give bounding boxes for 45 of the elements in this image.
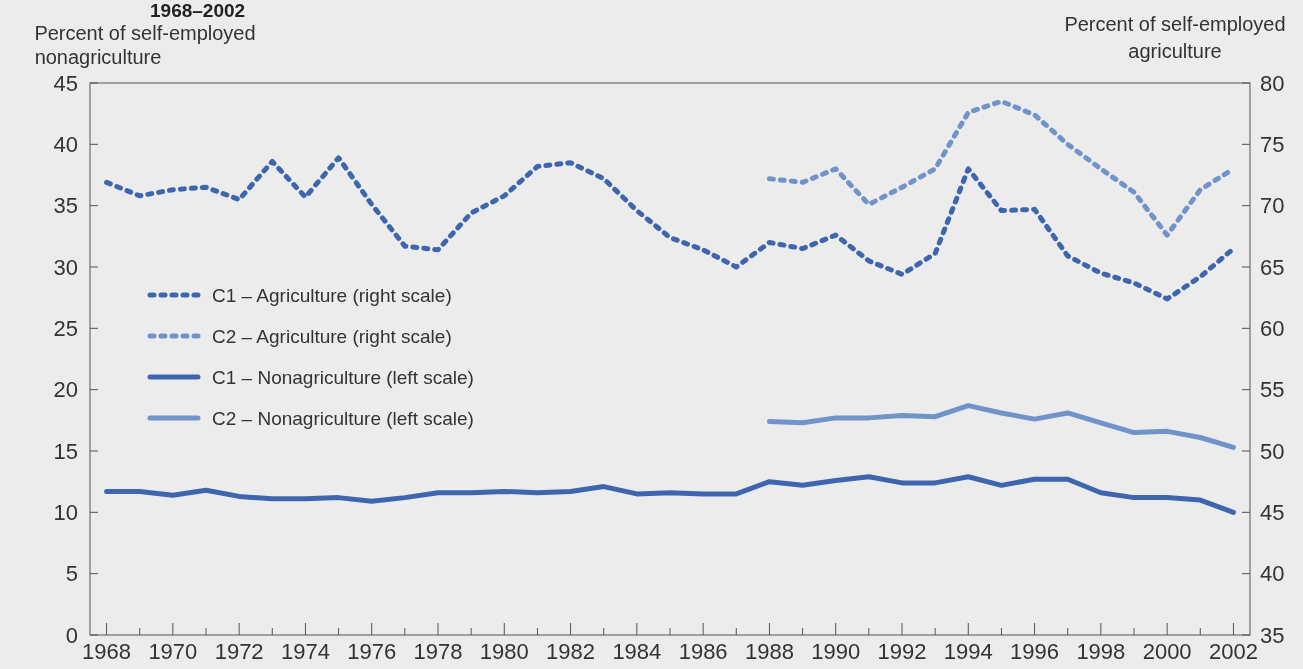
chart-title: 1968–2002 [150,0,246,21]
x-tick-label: 1998 [1076,639,1126,664]
x-tick-label: 1986 [678,639,728,664]
y-tick-label: 45 [53,70,78,96]
legend-label: C1 – Nonagriculture (left scale) [212,366,474,388]
y2-tick-label: 45 [1260,500,1285,526]
x-tick-label: 1974 [280,639,330,664]
x-tick-label: 1992 [877,639,927,664]
y-tick-label: 20 [53,377,78,403]
y-tick-label: 10 [53,500,78,526]
x-tick-label: 2000 [1142,639,1192,664]
y-axis-title: Percent of self-employed nonagriculture [34,22,256,68]
y2-tick-label: 80 [1260,70,1285,96]
legend-label: C1 – Agriculture (right scale) [212,284,452,306]
y2-axis-title: Percent of self-employed agriculture [1064,13,1286,62]
x-tick-label: 1970 [148,639,198,664]
y2-tick-label: 40 [1260,561,1285,587]
x-tick-label: 1990 [811,639,861,664]
x-tick-label: 1982 [546,639,596,664]
x-tick-label: 1972 [214,639,264,664]
x-tick-label: 1968 [82,639,132,664]
y2-tick-label: 65 [1260,254,1285,280]
y-tick-label: 40 [53,132,78,158]
y-tick-label: 5 [65,561,78,587]
x-tick-label: 1984 [612,639,662,664]
x-tick-label: 1988 [744,639,794,664]
y-tick-label: 0 [65,622,78,648]
x-tick-label: 2002 [1208,639,1258,664]
x-tick-label: 1996 [1010,639,1060,664]
x-tick-label: 1978 [413,639,463,664]
x-tick-label: 1976 [347,639,397,664]
y2-tick-label: 60 [1260,316,1285,342]
legend-label: C2 – Nonagriculture (left scale) [212,407,474,429]
y-tick-label: 30 [53,254,78,280]
y2-tick-label: 35 [1260,622,1285,648]
y2-tick-label: 55 [1260,377,1285,403]
y-tick-label: 25 [53,316,78,342]
y2-tick-label: 70 [1260,193,1285,219]
y-tick-label: 15 [53,438,78,464]
y2-tick-label: 50 [1260,438,1285,464]
y-tick-label: 35 [53,193,78,219]
x-tick-label: 1980 [479,639,529,664]
x-tick-label: 1994 [943,639,993,664]
y2-tick-label: 75 [1260,132,1285,158]
legend-label: C2 – Agriculture (right scale) [212,325,452,347]
